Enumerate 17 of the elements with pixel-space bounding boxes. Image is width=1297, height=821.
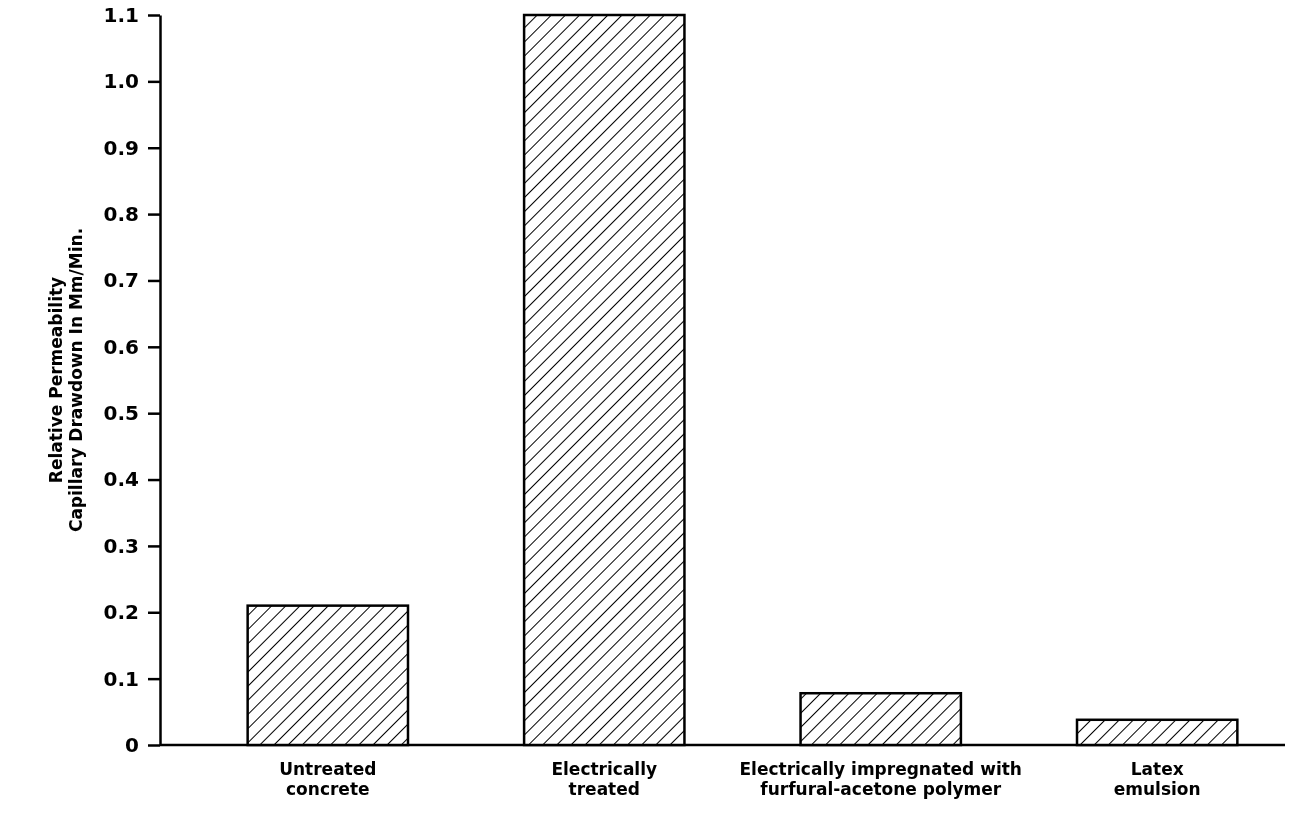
y-tick-label: 0.1	[103, 666, 139, 691]
x-tick-label: Electrically impregnated with furfural-acetone polymer	[739, 759, 1022, 800]
y-tick-label: 0.5	[103, 401, 139, 426]
y-axis-title: Relative Permeability Capillary Drawdown In Mm/Min.	[46, 227, 86, 533]
y-tick-label: 0.2	[103, 600, 139, 625]
y-tick-label: 0.9	[103, 135, 139, 160]
x-tick-label: Latex emulsion	[1113, 759, 1201, 800]
y-tick-label: 0.7	[103, 268, 139, 293]
y-tick-label: 0.4	[103, 467, 139, 492]
y-tick-label: 0	[125, 732, 139, 757]
x-tick-label: Electrically treated	[551, 759, 658, 800]
y-tick-label: 0.3	[103, 533, 139, 558]
y-tick-label: 0.8	[103, 201, 139, 226]
y-tick-label: 1.0	[103, 69, 139, 94]
y-tick-label: 1.1	[103, 2, 139, 27]
x-tick-label: Untreated concrete	[279, 759, 377, 800]
y-tick-label: 0.6	[103, 334, 139, 359]
